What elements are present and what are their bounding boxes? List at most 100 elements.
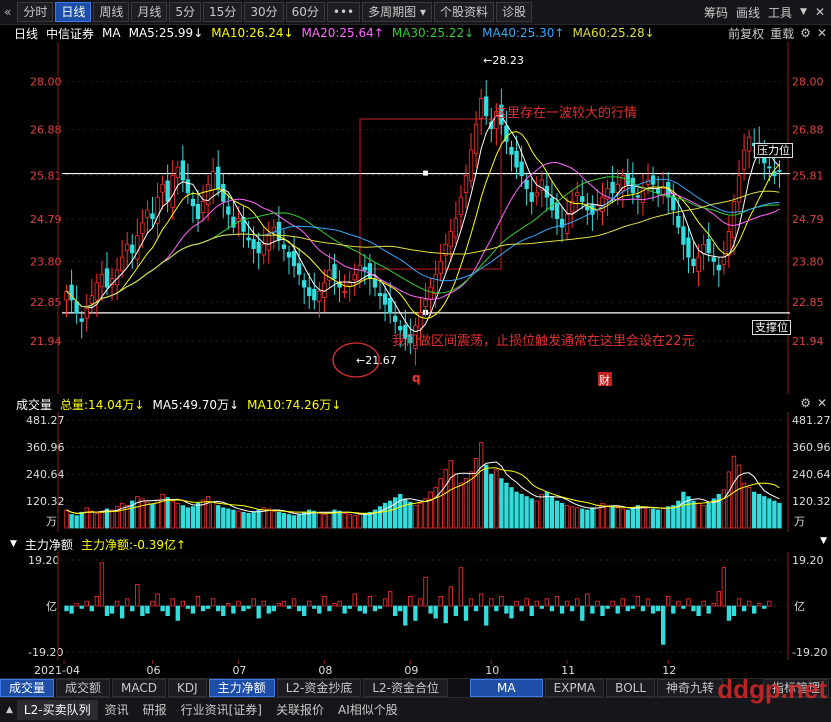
- settings-icon[interactable]: ⚙: [800, 26, 811, 40]
- flow-bar: [433, 605, 438, 619]
- volume-chart[interactable]: 481.27 481.27 360.96 360.96 240.64 240.64 120.…: [0, 412, 831, 532]
- price-tick-left: 26.88: [30, 123, 62, 136]
- period-button[interactable]: 诊股: [495, 2, 532, 22]
- volume-bar: [772, 500, 777, 529]
- candle-body: [610, 181, 615, 194]
- volume-bar: [372, 509, 378, 529]
- indicator-tab[interactable]: MA: [470, 679, 543, 697]
- flow-chart[interactable]: 19.20 19.20 亿 亿 -19.20 -19.20: [0, 552, 831, 660]
- bottom-tab[interactable]: AI相似个股: [338, 703, 398, 717]
- flow-bar: [155, 593, 160, 607]
- indicator-tab[interactable]: MACD: [112, 679, 167, 697]
- candle-body: [352, 273, 357, 281]
- flow-tick-right: -19.20: [792, 646, 827, 659]
- price-tick-right: 28.00: [792, 75, 824, 88]
- flow-bar: [600, 605, 605, 616]
- period-button[interactable]: 分时: [17, 2, 54, 22]
- volume-bar: [691, 500, 696, 529]
- high-price-label: ←28.23: [483, 54, 524, 67]
- close-panel-icon[interactable]: ✕: [816, 26, 827, 40]
- flow-bar: [307, 600, 312, 607]
- flow-collapse-icon[interactable]: ▼: [10, 539, 17, 549]
- flow-bar: [119, 605, 125, 619]
- period-button[interactable]: •••: [326, 2, 361, 22]
- flow-bar: [691, 605, 696, 612]
- candle-body: [205, 183, 211, 205]
- reload-button[interactable]: 重载: [770, 26, 795, 41]
- volume-bar: [403, 498, 408, 529]
- candle-body: [504, 125, 509, 142]
- volume-unit-left: 万: [46, 515, 57, 528]
- period-button[interactable]: 5分: [169, 2, 202, 22]
- candle-body: [155, 196, 160, 224]
- tools-button[interactable]: 工具: [768, 5, 793, 20]
- volume-close-icon[interactable]: ✕: [816, 396, 827, 410]
- candle-body: [701, 243, 706, 255]
- indicator-tab[interactable]: 神奇九转: [657, 679, 724, 697]
- period-button[interactable]: 月线: [131, 2, 168, 22]
- bottom-tab[interactable]: 行业资讯[证券]: [180, 703, 262, 717]
- indicator-tab[interactable]: EXPMA: [544, 679, 605, 697]
- draw-button[interactable]: 画线: [735, 5, 760, 20]
- volume-bar: [241, 511, 246, 529]
- bottom-tab[interactable]: 研报: [142, 703, 167, 717]
- volume-bar: [519, 493, 524, 529]
- volume-bar: [564, 505, 570, 529]
- indicator-tab[interactable]: 成交额: [56, 679, 111, 697]
- period-button[interactable]: 60分: [285, 2, 325, 22]
- flow-tick-left: 19.20: [28, 554, 60, 567]
- flow-bar: [721, 567, 727, 607]
- back-icon[interactable]: «: [4, 5, 12, 19]
- chips-button[interactable]: 筹码: [703, 5, 728, 20]
- volume-bar: [332, 509, 337, 529]
- bottom-tab[interactable]: 关联报价: [275, 703, 324, 717]
- flow-bar: [125, 598, 130, 607]
- volume-bar: [534, 500, 539, 529]
- flow-bar: [135, 584, 140, 607]
- indicator-tab[interactable]: BOLL: [606, 679, 656, 697]
- period-button[interactable]: 30分: [244, 2, 284, 22]
- period-button[interactable]: 15分: [203, 2, 243, 22]
- candle-body: [226, 206, 231, 215]
- period-button[interactable]: 个股资料: [433, 2, 494, 22]
- indicator-tab[interactable]: L2-资金抄底: [276, 679, 362, 697]
- volume-settings-icon[interactable]: ⚙: [800, 396, 811, 410]
- candle-body: [463, 175, 469, 193]
- close-icon[interactable]: ✕: [814, 5, 825, 19]
- date-label: 2021-04: [34, 664, 80, 677]
- volume-bar: [443, 469, 448, 529]
- volume-bar: [428, 491, 433, 529]
- indicator-tab[interactable]: 成交量: [0, 679, 55, 697]
- collapse-icon[interactable]: ▲: [6, 705, 13, 715]
- indicator-tab[interactable]: 指标管理: [762, 679, 829, 697]
- flow-collapse-right-icon[interactable]: ▼: [820, 536, 827, 546]
- indicator-tab[interactable]: KDJ: [168, 679, 207, 697]
- volume-bar: [701, 505, 706, 529]
- volume-bar: [317, 513, 322, 529]
- tools-dropdown-icon[interactable]: ▼: [800, 7, 807, 17]
- volume-bar: [125, 505, 130, 529]
- flow-bar: [251, 598, 256, 607]
- volume-bar: [170, 500, 175, 529]
- indicator-tab[interactable]: 主力净额: [208, 679, 275, 697]
- candle-body: [104, 268, 110, 288]
- flow-bar: [767, 600, 772, 607]
- price-tick-left: 21.94: [30, 335, 62, 348]
- period-button[interactable]: 日线: [55, 2, 92, 22]
- flow-bar: [686, 598, 691, 607]
- period-button[interactable]: 周线: [93, 2, 130, 22]
- price-chart[interactable]: 28.00 28.00 26.88 26.88 25.81 25.81 24.79 24.79…: [0, 42, 831, 394]
- flow-bar: [256, 605, 261, 619]
- flow-bar: [746, 600, 752, 607]
- flow-bar: [317, 605, 322, 614]
- candle-body: [529, 192, 534, 202]
- date-axis: 2021-04 06 07 08 09 10 11 12: [34, 660, 676, 677]
- indicator-tab[interactable]: L2-资金合位: [363, 679, 448, 697]
- adjust-button[interactable]: 前复权: [728, 26, 765, 41]
- bottom-tab[interactable]: 资讯: [104, 703, 129, 717]
- flow-bar: [726, 605, 732, 621]
- period-button[interactable]: 多周期图 ▾: [362, 2, 432, 22]
- volume-bar: [666, 506, 671, 529]
- candle-body: [236, 218, 241, 222]
- bottom-tab[interactable]: L2-买卖队列: [16, 700, 98, 720]
